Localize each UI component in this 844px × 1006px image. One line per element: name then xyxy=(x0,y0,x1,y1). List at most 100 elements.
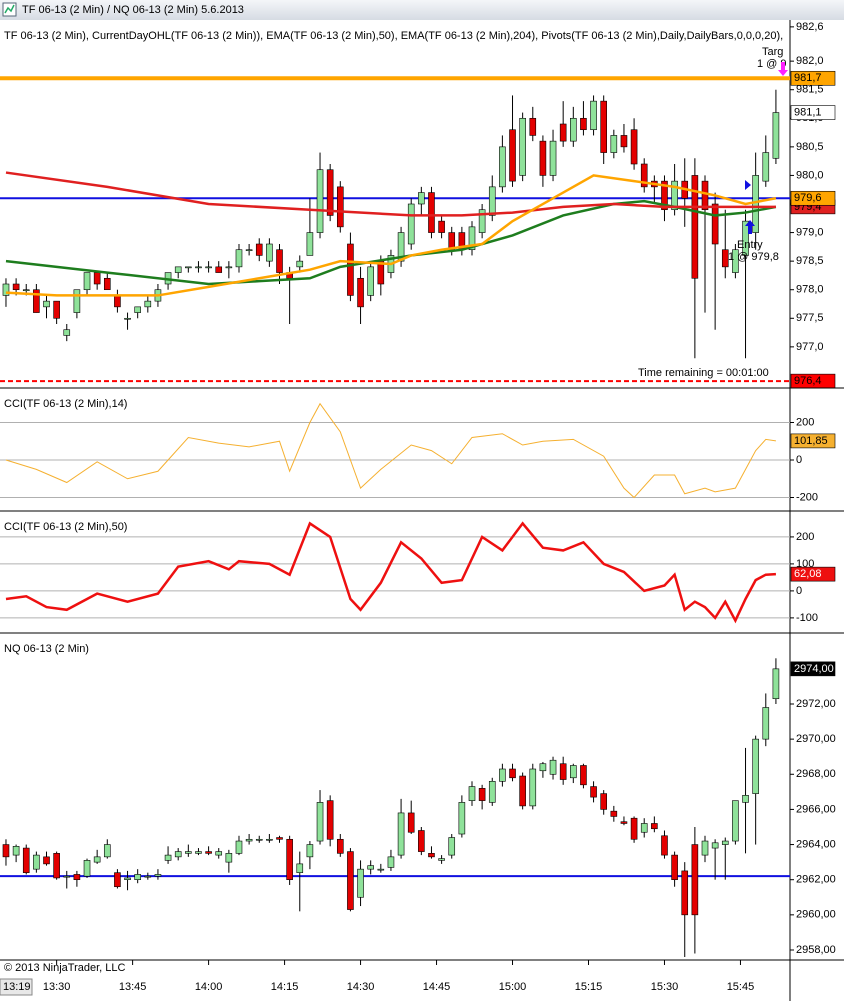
candle-body xyxy=(772,668,780,700)
window-title: TF 06-13 (2 Min) / NQ 06-13 (2 Min) 5.6.… xyxy=(22,4,244,16)
candle-body xyxy=(377,868,385,871)
y-tick-label: -200 xyxy=(796,491,818,503)
candle-body xyxy=(468,786,476,801)
y-tick-label: 2962,00 xyxy=(796,874,836,886)
candle-body xyxy=(103,844,111,858)
price-label-box xyxy=(790,105,836,120)
entry-marker xyxy=(745,180,751,190)
candle-body xyxy=(63,329,71,336)
candle-body xyxy=(245,249,253,252)
candle-body xyxy=(286,838,293,880)
candle-body xyxy=(43,856,50,865)
candle-body xyxy=(53,853,60,879)
candle-body xyxy=(215,266,223,273)
candle-body xyxy=(418,830,425,852)
candle-body xyxy=(387,856,395,868)
y-tick-label: 2972,00 xyxy=(796,698,836,710)
x-tick-label: 13:30 xyxy=(43,981,71,993)
candle-body xyxy=(296,260,304,268)
candle-body xyxy=(640,823,648,833)
x-tick-label: 15:45 xyxy=(727,981,755,993)
candle-body xyxy=(235,840,243,854)
price-label: 62,08 xyxy=(790,566,836,582)
y-tick-label: 200 xyxy=(796,416,814,428)
candle-body xyxy=(488,781,496,803)
candle-body xyxy=(93,856,101,863)
y-tick-label: 2970,00 xyxy=(796,733,836,745)
candle-body xyxy=(468,226,476,251)
candle-body xyxy=(33,289,40,313)
candle-body xyxy=(336,186,344,228)
candle-body xyxy=(63,875,71,878)
candle-body xyxy=(438,858,445,861)
candle-body xyxy=(519,775,526,807)
candle-body xyxy=(509,129,516,182)
candle-body xyxy=(620,821,628,824)
candle-body xyxy=(580,765,587,786)
candle-body xyxy=(124,317,131,320)
candle-body xyxy=(154,874,162,877)
candle-body xyxy=(418,192,425,205)
indicator-line xyxy=(5,171,776,217)
candle-body xyxy=(255,243,263,256)
candle-body xyxy=(742,220,749,256)
candle-body xyxy=(570,117,577,142)
candle-body xyxy=(478,209,486,233)
title-bar xyxy=(0,0,844,20)
cursor-time-box xyxy=(0,978,33,996)
candle-body xyxy=(610,135,618,153)
candle-body xyxy=(549,759,557,775)
candle-body xyxy=(316,802,324,842)
candle-body xyxy=(397,232,405,262)
candle-body xyxy=(397,812,405,856)
target-arrow xyxy=(778,62,788,76)
candle-body xyxy=(651,823,658,830)
y-tick-label: 2960,00 xyxy=(796,909,836,921)
candle-body xyxy=(529,117,537,136)
candle-body xyxy=(357,277,364,308)
candle-body xyxy=(255,838,263,841)
candle-body xyxy=(478,788,486,801)
candle-body xyxy=(772,112,780,159)
candle-body xyxy=(681,870,689,916)
candle-body xyxy=(671,854,678,880)
indicator-line xyxy=(5,521,776,624)
price-label: 976,4 xyxy=(790,373,836,389)
y-tick-label: -100 xyxy=(796,612,818,624)
candle-body xyxy=(752,175,759,233)
candle-body xyxy=(539,140,547,176)
candle-body xyxy=(245,838,253,842)
candle-body xyxy=(428,853,435,858)
candle-body xyxy=(367,266,374,296)
candle-body xyxy=(529,768,537,807)
candle-body xyxy=(235,249,243,268)
cursor-time: 13:19 xyxy=(3,981,31,993)
candle-body xyxy=(499,768,506,782)
window-icon-glyph xyxy=(4,4,15,14)
indicator-line xyxy=(5,402,776,499)
candle-body xyxy=(661,835,668,856)
y-tick-label: 2966,00 xyxy=(796,803,836,815)
candle-body xyxy=(83,860,91,877)
x-tick-label: 14:45 xyxy=(423,981,451,993)
price-label-box xyxy=(790,661,836,677)
candle-body xyxy=(205,851,212,854)
candle-body xyxy=(347,851,354,910)
candle-body xyxy=(600,100,607,153)
candle-body xyxy=(43,300,50,308)
candle-body xyxy=(620,135,628,148)
candle-body xyxy=(407,203,415,245)
candle-body xyxy=(306,232,314,256)
price-label-box xyxy=(790,70,836,86)
candle-body xyxy=(742,795,749,803)
x-tick-label: 15:30 xyxy=(651,981,679,993)
candle-body xyxy=(458,802,466,835)
candle-body xyxy=(640,163,648,188)
candle-body xyxy=(174,266,182,273)
candle-body xyxy=(610,810,618,817)
y-tick-label: 0 xyxy=(796,454,802,466)
price-label-box xyxy=(790,566,836,582)
candle-body xyxy=(316,169,324,233)
candle-body xyxy=(691,844,699,916)
price-label: 101,85 xyxy=(790,433,836,449)
